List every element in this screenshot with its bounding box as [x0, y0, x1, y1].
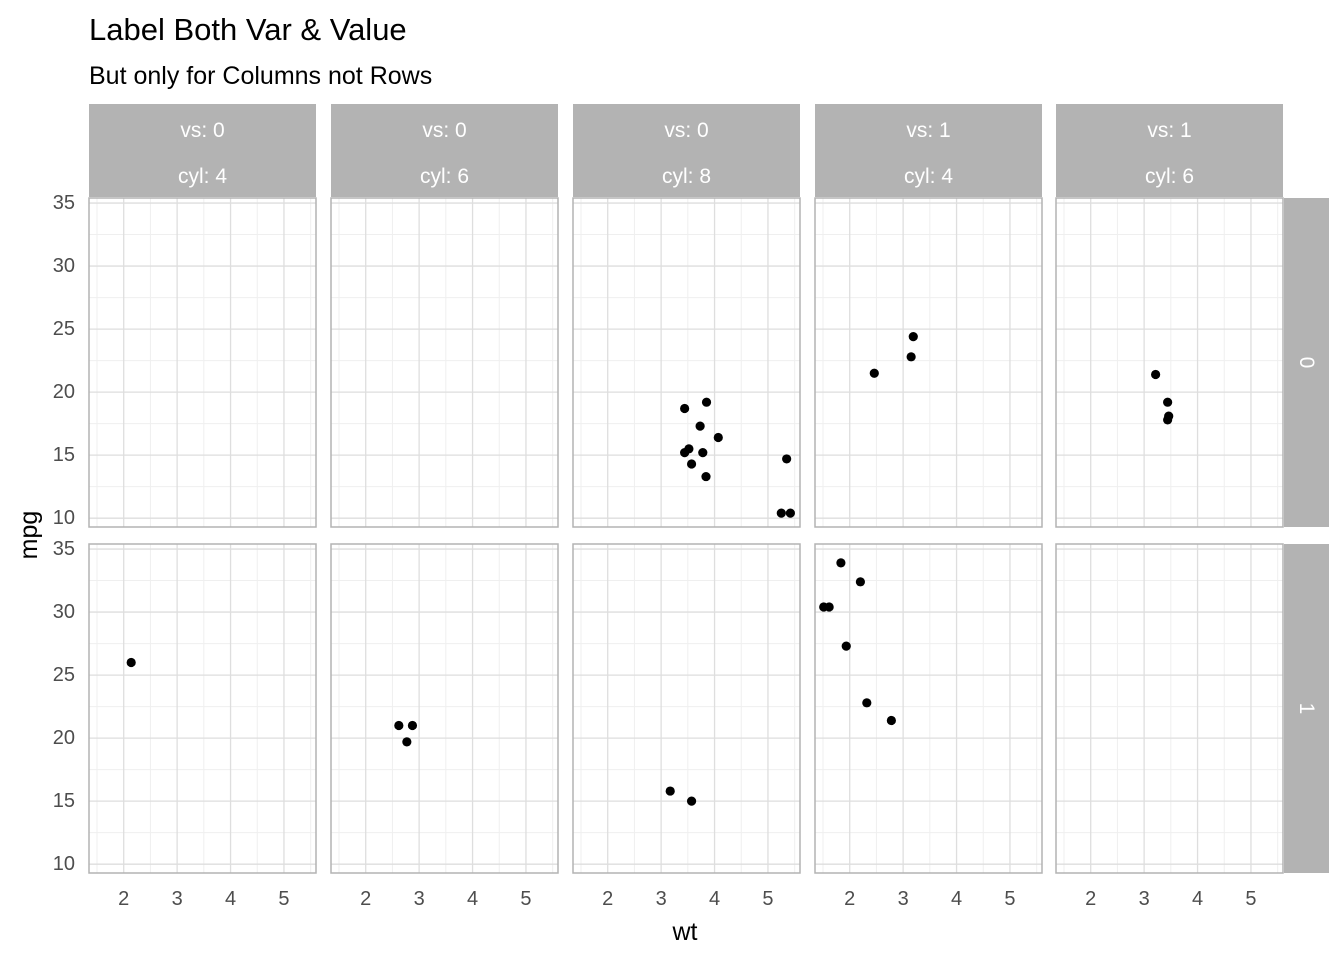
column-strip — [89, 104, 316, 197]
y-tick-label: 15 — [53, 790, 75, 812]
data-point — [776, 508, 786, 518]
column-strip-label: cyl: 4 — [178, 165, 227, 188]
x-tick-label: 3 — [172, 888, 183, 910]
panel-border — [814, 197, 1043, 528]
x-tick-label: 3 — [656, 888, 667, 910]
panel-border — [330, 197, 559, 528]
data-point — [862, 698, 872, 708]
chart-subtitle: But only for Columns not Rows — [89, 62, 432, 90]
data-point — [782, 454, 792, 464]
x-tick-label: 4 — [1192, 888, 1203, 910]
row-strip-label: 0 — [1295, 357, 1318, 369]
data-point — [686, 459, 697, 469]
y-tick-label: 30 — [53, 601, 75, 623]
y-tick-label: 15 — [53, 444, 75, 466]
panel-border — [88, 197, 317, 528]
data-point — [680, 403, 690, 414]
row-strip — [1284, 544, 1329, 873]
y-tick-label: 35 — [53, 192, 75, 214]
data-point — [785, 508, 795, 518]
y-tick-label: 25 — [53, 318, 75, 340]
x-tick-label: 2 — [360, 888, 371, 910]
data-point — [886, 715, 896, 726]
y-tick-label: 10 — [53, 853, 75, 875]
y-tick-label: 25 — [53, 664, 75, 686]
data-point — [824, 602, 834, 612]
data-point — [684, 444, 694, 454]
data-point — [713, 432, 723, 443]
column-strip-label: cyl: 6 — [420, 165, 469, 188]
column-strip-label: cyl: 8 — [662, 165, 711, 188]
x-tick-label: 5 — [1004, 888, 1015, 910]
facet-grid: vs: 0 cyl: 4 vs: 0 cyl: 6 vs: 0 cyl: 8 vs: 1 cy… — [53, 104, 1329, 910]
y-axis-title: mpg — [15, 511, 43, 560]
panel-border — [330, 543, 559, 874]
row-strip — [1284, 198, 1329, 527]
x-tick-label: 2 — [844, 888, 855, 910]
data-point — [695, 421, 705, 431]
y-tick-label: 10 — [53, 507, 75, 529]
x-tick-label: 4 — [467, 888, 478, 910]
y-tick-label: 20 — [53, 381, 75, 403]
data-point — [394, 720, 404, 731]
column-strip-label: vs: 1 — [1147, 119, 1191, 142]
column-strip-label: vs: 0 — [422, 119, 466, 142]
chart-title: Label Both Var & Value — [89, 12, 407, 47]
column-strip — [331, 104, 558, 197]
data-point — [686, 796, 697, 806]
data-point — [665, 786, 675, 796]
data-point — [855, 577, 866, 587]
data-point — [841, 641, 851, 651]
x-tick-label: 5 — [1245, 888, 1256, 910]
data-point — [402, 737, 412, 747]
x-tick-label: 5 — [520, 888, 531, 910]
y-tick-label: 35 — [53, 538, 75, 560]
row-strip-label: 1 — [1295, 703, 1318, 715]
data-point — [836, 558, 846, 568]
x-axis-title: wt — [672, 918, 698, 946]
x-tick-label: 2 — [602, 888, 613, 910]
data-point — [1151, 369, 1161, 380]
data-point — [908, 332, 918, 342]
column-strip-label: cyl: 6 — [1145, 165, 1194, 188]
column-strip-label: cyl: 4 — [904, 165, 953, 188]
x-tick-label: 4 — [951, 888, 962, 910]
panel-border — [572, 197, 801, 528]
x-tick-label: 4 — [709, 888, 720, 910]
x-tick-label: 2 — [1085, 888, 1096, 910]
panel-border — [814, 543, 1043, 874]
y-tick-label: 30 — [53, 255, 75, 277]
x-tick-label: 4 — [225, 888, 236, 910]
data-point — [126, 657, 136, 668]
panel-border — [1055, 197, 1284, 528]
data-point — [906, 352, 916, 362]
x-tick-label: 2 — [118, 888, 129, 910]
x-tick-label: 3 — [1139, 888, 1150, 910]
data-point — [698, 448, 708, 458]
column-strip-label: vs: 0 — [664, 119, 708, 142]
column-strip — [815, 104, 1042, 197]
data-point — [1163, 415, 1173, 425]
column-strip-label: vs: 0 — [180, 119, 224, 142]
column-strip-label: vs: 1 — [906, 119, 950, 142]
x-tick-label: 3 — [898, 888, 909, 910]
column-strip — [573, 104, 800, 197]
data-point — [701, 397, 712, 407]
data-point — [1163, 397, 1173, 407]
x-tick-label: 5 — [762, 888, 773, 910]
y-tick-label: 20 — [53, 727, 75, 749]
data-point — [701, 471, 711, 482]
column-strip — [1056, 104, 1283, 197]
panel-border — [88, 543, 317, 874]
x-tick-label: 3 — [414, 888, 425, 910]
data-point — [869, 368, 879, 378]
panel-border — [572, 543, 801, 874]
panel-border — [1055, 543, 1284, 874]
data-point — [407, 720, 418, 731]
x-tick-label: 5 — [278, 888, 289, 910]
